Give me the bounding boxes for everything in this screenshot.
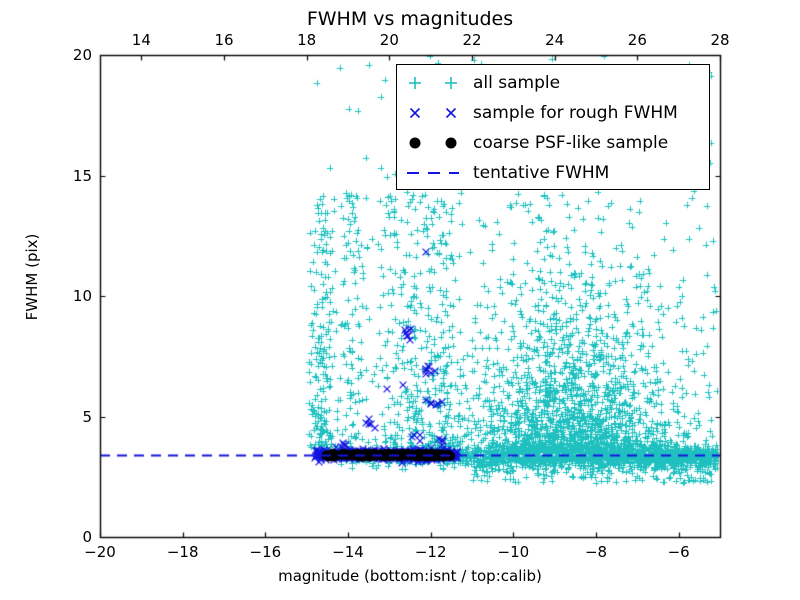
legend-label-coarse-psf: coarse PSF-like sample [473,133,669,153]
x-tick-label-bottom: −6 [667,543,690,561]
cross-marker-icon [397,98,473,128]
legend-label-tentative-fwhm: tentative FWHM [473,163,610,183]
x-tick-label-bottom: −14 [332,543,364,561]
x-tick-label-bottom: −18 [166,543,199,561]
x-tick-label-top: 26 [627,31,647,49]
y-tick-label: 5 [82,407,92,426]
x-tick-label-top: 14 [131,31,151,49]
y-axis-label: FWHM (pix) [23,233,41,321]
x-tick-label-top: 24 [545,31,565,49]
x-tick-label-bottom: −12 [414,543,447,561]
x-tick-label-top: 22 [462,31,482,49]
legend-label-all-sample: all sample [473,73,561,93]
x-tick-label-bottom: −20 [84,543,116,561]
x-axis-label: magnitude (bottom:isnt / top:calib) [278,567,542,585]
legend[interactable]: all sample sample for rough FWHM c [396,64,710,190]
dot-marker-icon [397,128,473,158]
dashed-line-icon [397,158,473,188]
chart-title: FWHM vs magnitudes [306,8,514,30]
y-tick-label: 20 [72,46,92,64]
x-tick-label-top: 16 [214,31,234,49]
x-tick-label-top: 18 [297,31,317,49]
legend-item-tentative-fwhm[interactable]: tentative FWHM [397,158,709,188]
y-tick-label: 10 [72,287,92,305]
x-tick-label-top: 28 [710,31,730,49]
x-tick-label-bottom: −16 [249,543,282,561]
x-tick-label-bottom: −8 [584,543,608,561]
legend-item-coarse-psf[interactable]: coarse PSF-like sample [397,128,709,158]
x-tick-label-top: 20 [379,31,399,49]
plus-marker-icon [397,68,473,98]
legend-item-all-sample[interactable]: all sample [397,68,709,98]
y-tick-label: 0 [82,528,92,546]
legend-item-rough-fwhm[interactable]: sample for rough FWHM [397,98,709,128]
x-tick-label-bottom: −10 [497,543,530,561]
legend-label-rough-fwhm: sample for rough FWHM [473,103,678,123]
y-tick-label: 15 [72,166,92,185]
